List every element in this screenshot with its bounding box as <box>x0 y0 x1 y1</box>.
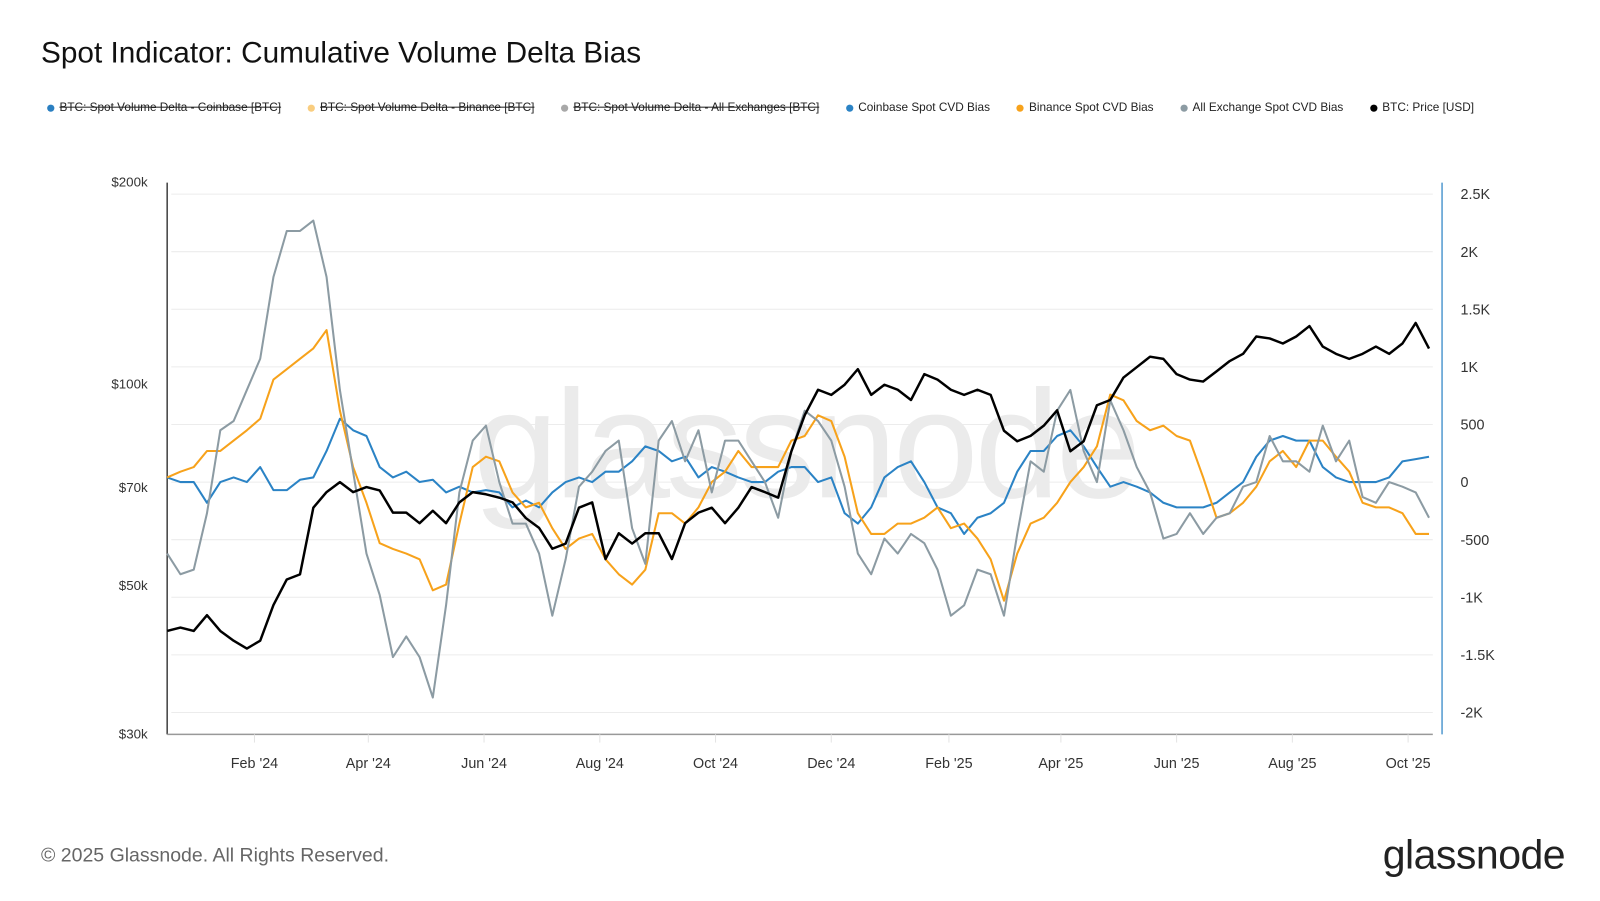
x-axis-tick-label: Apr '25 <box>1038 756 1083 772</box>
x-axis-tick-label: Dec '24 <box>807 756 855 772</box>
x-axis-tick-label: Oct '25 <box>1386 756 1431 772</box>
right-axis-tick-label: 2K <box>1461 245 1479 261</box>
legend-item[interactable]: BTC: Spot Volume Delta - Coinbase [BTC] <box>47 102 281 114</box>
legend-label: Binance Spot CVD Bias <box>1028 101 1154 114</box>
left-axis-tick-label: $30k <box>119 726 148 741</box>
legend-item[interactable]: BTC: Price [USD] <box>1369 101 1475 114</box>
legend-item[interactable]: BTC: Spot Volume Delta - All Exchanges [… <box>561 102 819 114</box>
x-axis-tick-label: Jun '25 <box>1154 756 1200 772</box>
right-axis-tick-label: -1.5K <box>1461 648 1496 664</box>
right-axis-tick-label: 2.5K <box>1461 187 1491 203</box>
legend-item[interactable]: All Exchange Spot CVD Bias <box>1180 102 1343 114</box>
left-axis-tick-label: $70k <box>119 480 148 495</box>
right-axis-tick-label: 0 <box>1461 475 1469 491</box>
legend-item[interactable]: Coinbase Spot CVD Bias <box>845 101 990 114</box>
x-axis-tick-label: Feb '24 <box>231 756 278 772</box>
right-axis-tick-label: 1K <box>1461 360 1479 376</box>
legend-dot-icon <box>1369 104 1378 112</box>
coinbase-spot-cvd-bias-line <box>166 417 1430 535</box>
right-axis-tick-label: -500 <box>1461 533 1490 549</box>
btc-price-usd-line <box>166 321 1431 650</box>
legend-item[interactable]: BTC: Spot Volume Delta - Binance [BTC] <box>307 101 535 114</box>
legend-label: BTC: Spot Volume Delta - Coinbase [BTC] <box>59 101 282 114</box>
right-axis-tick-label: -1K <box>1461 590 1484 606</box>
left-axis-tick-label: $100k <box>111 376 148 391</box>
legend-label: All Exchange Spot CVD Bias <box>1192 101 1344 114</box>
legend-dot-icon <box>1180 104 1188 112</box>
legend-item[interactable]: Binance Spot CVD Bias <box>1016 101 1154 114</box>
legend-dot-icon <box>845 104 854 112</box>
legend: BTC: Spot Volume Delta - Coinbase [BTC] B… <box>47 102 1501 114</box>
left-axis-tick-label: $200k <box>111 175 148 190</box>
legend-dot-icon <box>47 104 55 112</box>
legend-dot-icon <box>307 104 315 112</box>
watermark: glassnode <box>473 358 1137 530</box>
x-axis-tick-label: Aug '25 <box>1268 756 1316 772</box>
x-axis-tick-label: Feb '25 <box>925 756 972 772</box>
right-axis-tick-label: 500 <box>1461 418 1485 434</box>
glassnode-logo[interactable]: glassnode <box>1382 832 1566 878</box>
right-axis-tick-label: 1.5K <box>1461 302 1491 318</box>
x-axis-tick-label: Oct '24 <box>693 756 738 772</box>
x-axis-tick-label: Aug '24 <box>576 756 624 772</box>
legend-label: Coinbase Spot CVD Bias <box>858 101 990 114</box>
legend-label: BTC: Spot Volume Delta - All Exchanges [… <box>573 101 820 114</box>
legend-dot-icon <box>1016 104 1024 112</box>
legend-label: BTC: Spot Volume Delta - Binance [BTC] <box>320 101 535 114</box>
copyright-footer: © 2025 Glassnode. All Rights Reserved. <box>41 845 390 867</box>
legend-label: BTC: Price [USD] <box>1382 101 1475 114</box>
x-axis-tick-label: Apr '24 <box>346 756 391 772</box>
right-axis-tick-label: -2K <box>1461 706 1484 722</box>
chart-title: Spot Indicator: Cumulative Volume Delta … <box>41 36 642 70</box>
left-axis-tick-label: $50k <box>119 578 148 593</box>
legend-dot-icon <box>561 104 569 112</box>
x-axis-tick-label: Jun '24 <box>461 756 507 772</box>
